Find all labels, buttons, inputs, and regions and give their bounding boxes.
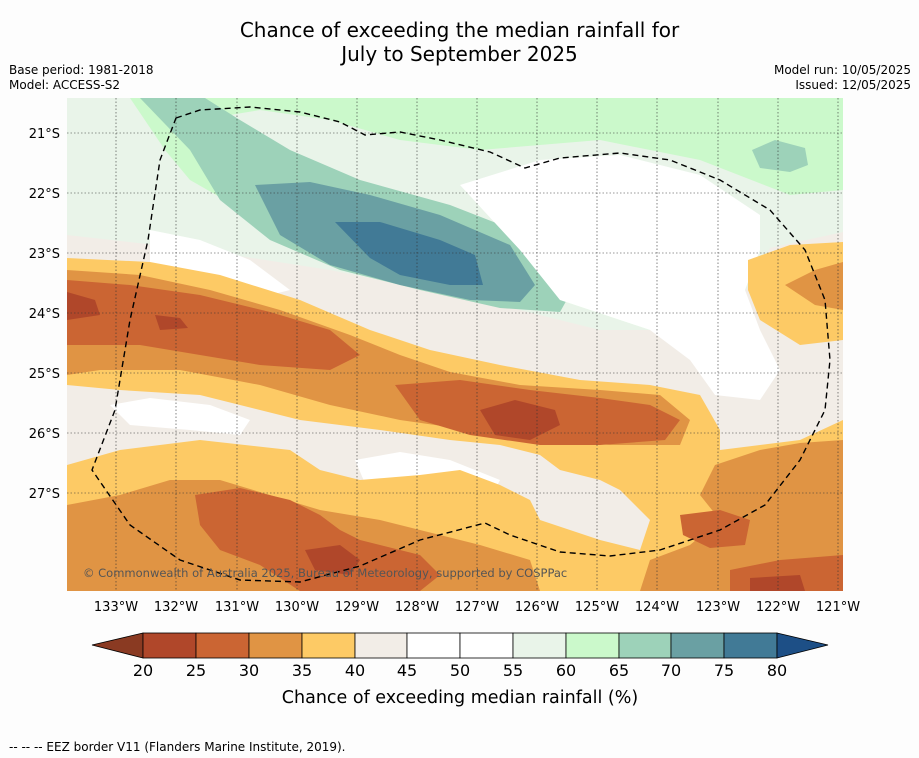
lon-label: 133°W <box>94 600 138 615</box>
lon-label: 124°W <box>635 600 679 615</box>
colorbar-tick: 20 <box>133 661 153 680</box>
rainfall-map-figure: © Commonwealth of Australia 2025, Bureau… <box>0 0 919 758</box>
longitude-labels: 133°W 132°W 131°W 130°W 129°W 128°W 127°… <box>94 600 860 615</box>
lon-label: 125°W <box>575 600 619 615</box>
colorbar-segment <box>513 633 566 658</box>
lon-label: 131°W <box>215 600 259 615</box>
colorbar <box>92 633 828 658</box>
colorbar-segment <box>671 633 724 658</box>
lon-label: 130°W <box>275 600 319 615</box>
colorbar-segment <box>407 633 460 658</box>
colorbar-segment <box>355 633 407 658</box>
colorbar-tick: 65 <box>609 661 629 680</box>
lat-label: 26°S <box>29 427 60 442</box>
colorbar-tick: 45 <box>397 661 417 680</box>
colorbar-tick: 80 <box>767 661 787 680</box>
lat-label: 25°S <box>29 367 60 382</box>
colorbar-tick: 35 <box>292 661 312 680</box>
lat-label: 27°S <box>29 487 60 502</box>
colorbar-segment <box>724 633 777 658</box>
colorbar-segment <box>249 633 302 658</box>
colorbar-label: Chance of exceeding median rainfall (%) <box>282 688 638 708</box>
colorbar-arrow-high <box>777 633 828 658</box>
colorbar-tick: 50 <box>450 661 470 680</box>
colorbar-segment <box>143 633 196 658</box>
colorbar-segment <box>566 633 619 658</box>
lat-label: 21°S <box>29 127 60 142</box>
lon-label: 132°W <box>154 600 198 615</box>
lat-label: 22°S <box>29 187 60 202</box>
colorbar-segment <box>619 633 671 658</box>
lon-label: 122°W <box>756 600 800 615</box>
colorbar-tick: 75 <box>714 661 734 680</box>
lon-label: 127°W <box>455 600 499 615</box>
lon-label: 126°W <box>515 600 559 615</box>
lon-label: 123°W <box>696 600 740 615</box>
lat-label: 24°S <box>29 307 60 322</box>
colorbar-tick: 40 <box>345 661 365 680</box>
colorbar-tick: 55 <box>503 661 523 680</box>
eez-legend-text: -- -- -- EEZ border V11 (Flanders Marine… <box>9 740 346 754</box>
copyright-text: © Commonwealth of Australia 2025, Bureau… <box>83 566 567 580</box>
lon-label: 129°W <box>335 600 379 615</box>
colorbar-arrow-low <box>92 633 143 658</box>
colorbar-segment <box>196 633 249 658</box>
colorbar-tick: 70 <box>661 661 681 680</box>
colorbar-ticks: 20 25 30 35 40 45 50 55 60 65 70 75 80 <box>133 661 787 680</box>
colorbar-segment <box>302 633 355 658</box>
colorbar-tick: 60 <box>556 661 576 680</box>
colorbar-tick: 25 <box>186 661 206 680</box>
lon-label: 128°W <box>395 600 439 615</box>
colorbar-segment <box>460 633 513 658</box>
latitude-labels: 21°S 22°S 23°S 24°S 25°S 26°S 27°S <box>29 127 60 502</box>
map-plot-area: © Commonwealth of Australia 2025, Bureau… <box>67 98 843 591</box>
lat-label: 23°S <box>29 247 60 262</box>
lon-label: 121°W <box>816 600 860 615</box>
colorbar-tick: 30 <box>239 661 259 680</box>
